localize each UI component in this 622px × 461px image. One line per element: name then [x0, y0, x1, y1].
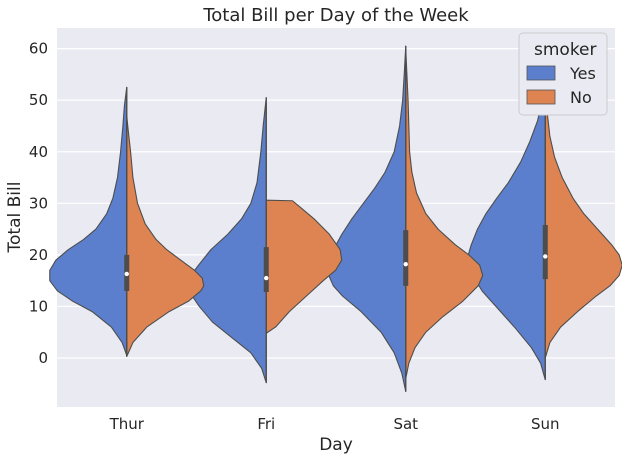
legend: smoker Yes No: [518, 32, 608, 116]
iqr-box-sat: [403, 230, 409, 286]
violin-half-no-thur: [126, 115, 205, 358]
x-tick-label: Fri: [257, 415, 275, 433]
x-tick-label: Thur: [109, 415, 145, 433]
y-tick-label: 0: [38, 349, 48, 367]
median-dot-sat: [403, 261, 408, 267]
x-ticks: Thur Fri Sat Sun: [109, 415, 560, 433]
violins: [49, 45, 622, 393]
y-tick-label: 60: [29, 40, 48, 58]
x-tick-label: Sun: [531, 415, 560, 433]
chart-title: Total Bill per Day of the Week: [202, 5, 469, 26]
x-tick-label: Sat: [393, 415, 418, 433]
y-tick-label: 30: [29, 194, 48, 212]
median-dot-sun: [543, 254, 548, 259]
violin-half-yes-thur: [49, 86, 128, 356]
violin-half-yes-fri: [188, 97, 267, 384]
iqr-box-fri: [263, 247, 269, 293]
legend-label-yes: Yes: [569, 64, 596, 83]
x-axis-label: Day: [319, 435, 353, 455]
violin-half-no-sun: [544, 99, 622, 359]
iqr-box-sun: [542, 224, 548, 280]
y-tick-label: 40: [29, 143, 48, 161]
y-tick-label: 10: [29, 297, 48, 315]
violin-half-no-fri: [265, 199, 343, 334]
violin-half-no-sat: [405, 48, 484, 380]
y-tick-label: 50: [29, 91, 48, 109]
median-dot-thur: [124, 271, 129, 277]
legend-title: smoker: [534, 40, 597, 60]
legend-swatch-no: [526, 89, 556, 105]
legend-swatch-yes: [526, 65, 556, 81]
violin-half-yes-sat: [328, 45, 407, 393]
y-tick-label: 20: [29, 246, 48, 264]
y-ticks: 0 10 20 30 40 50 60: [29, 40, 48, 367]
y-axis-label: Total Bill: [5, 182, 25, 254]
median-dot-fri: [264, 275, 269, 281]
legend-label-no: No: [570, 88, 592, 107]
